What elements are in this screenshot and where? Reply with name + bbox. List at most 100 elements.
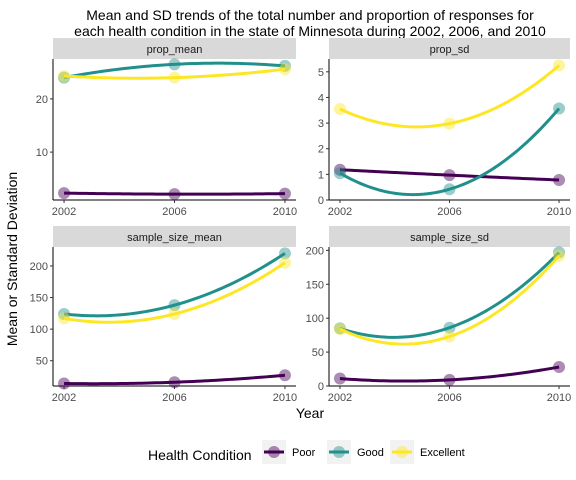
series-excellent xyxy=(333,59,566,130)
data-point xyxy=(278,63,291,76)
y-tick-label: 4 xyxy=(318,92,324,104)
series-excellent xyxy=(333,249,566,346)
data-point xyxy=(168,376,181,389)
data-point xyxy=(333,323,346,336)
legend-key-point xyxy=(268,446,280,458)
series-good xyxy=(58,247,291,320)
y-tick-label: 50 xyxy=(312,347,324,359)
data-point xyxy=(553,59,566,72)
y-tick-label: 2 xyxy=(318,144,324,156)
chart-title-line-1: Mean and SD trends of the total number a… xyxy=(86,7,534,23)
data-point xyxy=(333,372,346,385)
series-poor xyxy=(333,361,566,386)
x-tick-label: 2002 xyxy=(328,206,352,218)
data-point xyxy=(553,361,566,374)
y-tick-label: 5 xyxy=(318,67,324,79)
legend-item-excellent: Excellent xyxy=(390,440,465,464)
trend-line xyxy=(339,365,560,383)
data-point xyxy=(58,377,71,390)
data-point xyxy=(553,174,566,187)
data-point xyxy=(278,247,291,260)
panel-prop_mean: prop_mean 10 20 2002 2006 2010 xyxy=(36,38,297,218)
data-point xyxy=(168,71,181,84)
x-tick-label: 2010 xyxy=(273,206,297,218)
y-tick-label: 10 xyxy=(36,147,48,159)
trend-line xyxy=(339,107,561,197)
panel-sample_size_sd: sample_size_sd 0 50 100 150 200 2002 2006 2010 xyxy=(306,226,571,404)
legend-label: Poor xyxy=(292,447,316,459)
y-tick-label: 50 xyxy=(36,356,48,368)
data-point xyxy=(443,373,456,386)
data-point xyxy=(58,307,71,320)
data-point xyxy=(553,246,566,259)
panel-prop_sd: prop_sd 0 1 2 3 4 5 2002 2006 2010 xyxy=(318,38,571,218)
series-good xyxy=(58,58,291,84)
trend-line xyxy=(339,251,561,339)
data-point xyxy=(58,71,71,84)
y-tick-label: 100 xyxy=(306,313,324,325)
x-tick-label: 2006 xyxy=(437,206,461,218)
legend-key-point xyxy=(333,446,345,458)
facet-strip xyxy=(329,38,570,59)
data-point xyxy=(443,169,456,182)
x-tick-label: 2002 xyxy=(52,392,76,404)
y-tick-label: 150 xyxy=(30,293,48,305)
y-axis-title: Mean or Standard Deviation xyxy=(4,172,20,346)
data-point xyxy=(333,167,346,180)
data-point xyxy=(553,249,566,262)
trend-line xyxy=(339,168,560,182)
legend-title: Health Condition xyxy=(148,447,252,463)
trend-line xyxy=(64,373,286,386)
facet-strip-label: sample_size_sd xyxy=(410,232,489,244)
data-point xyxy=(443,117,456,130)
x-tick-label: 2002 xyxy=(328,392,352,404)
data-point xyxy=(333,163,346,176)
trend-line xyxy=(339,254,561,346)
x-tick-label: 2006 xyxy=(437,392,461,404)
y-tick-label: 100 xyxy=(30,324,48,336)
data-point xyxy=(58,312,71,325)
x-tick-label: 2010 xyxy=(273,392,297,404)
trend-line xyxy=(63,61,286,80)
series-good xyxy=(333,246,566,339)
data-point xyxy=(58,187,71,200)
trend-line xyxy=(64,191,285,196)
y-tick-label: 20 xyxy=(36,94,48,106)
y-tick-label: 0 xyxy=(318,195,324,207)
data-point xyxy=(168,299,181,312)
facet-strip-label: prop_sd xyxy=(430,44,470,56)
x-tick-label: 2006 xyxy=(162,206,186,218)
data-point xyxy=(58,70,71,83)
data-point xyxy=(168,307,181,320)
data-point xyxy=(443,330,456,343)
x-tick-label: 2002 xyxy=(52,206,76,218)
facet-strip-label: prop_mean xyxy=(147,44,203,56)
trend-line xyxy=(63,252,286,318)
facet-strip xyxy=(53,226,296,247)
data-point xyxy=(443,183,456,196)
y-tick-label: 150 xyxy=(306,279,324,291)
facet-panels: prop_mean 10 20 2002 2006 2010 prop_sd 0 1 2 3 4 5 20… xyxy=(30,38,571,404)
facet-strip xyxy=(329,226,570,247)
y-tick-label: 1 xyxy=(318,169,324,181)
series-poor xyxy=(333,163,566,187)
panel-sample_size_mean: sample_size_mean 50 100 150 200 2002 2006 2010 xyxy=(30,226,297,404)
series-poor xyxy=(58,187,291,201)
trend-line xyxy=(63,261,286,324)
legend: Health Condition Poor Good Excellent xyxy=(148,440,465,464)
x-tick-label: 2010 xyxy=(547,392,571,404)
x-tick-label: 2006 xyxy=(162,392,186,404)
data-point xyxy=(278,256,291,269)
legend-label: Excellent xyxy=(420,447,465,459)
series-good xyxy=(333,102,566,197)
data-point xyxy=(443,321,456,334)
series-poor xyxy=(58,369,291,390)
trend-line xyxy=(339,64,561,129)
x-axis-title: Year xyxy=(296,405,325,421)
trend-line xyxy=(63,67,286,80)
legend-item-poor: Poor xyxy=(262,440,316,464)
facet-strip xyxy=(53,38,296,59)
y-tick-label: 200 xyxy=(30,261,48,273)
y-tick-label: 0 xyxy=(318,381,324,393)
data-point xyxy=(333,102,346,115)
